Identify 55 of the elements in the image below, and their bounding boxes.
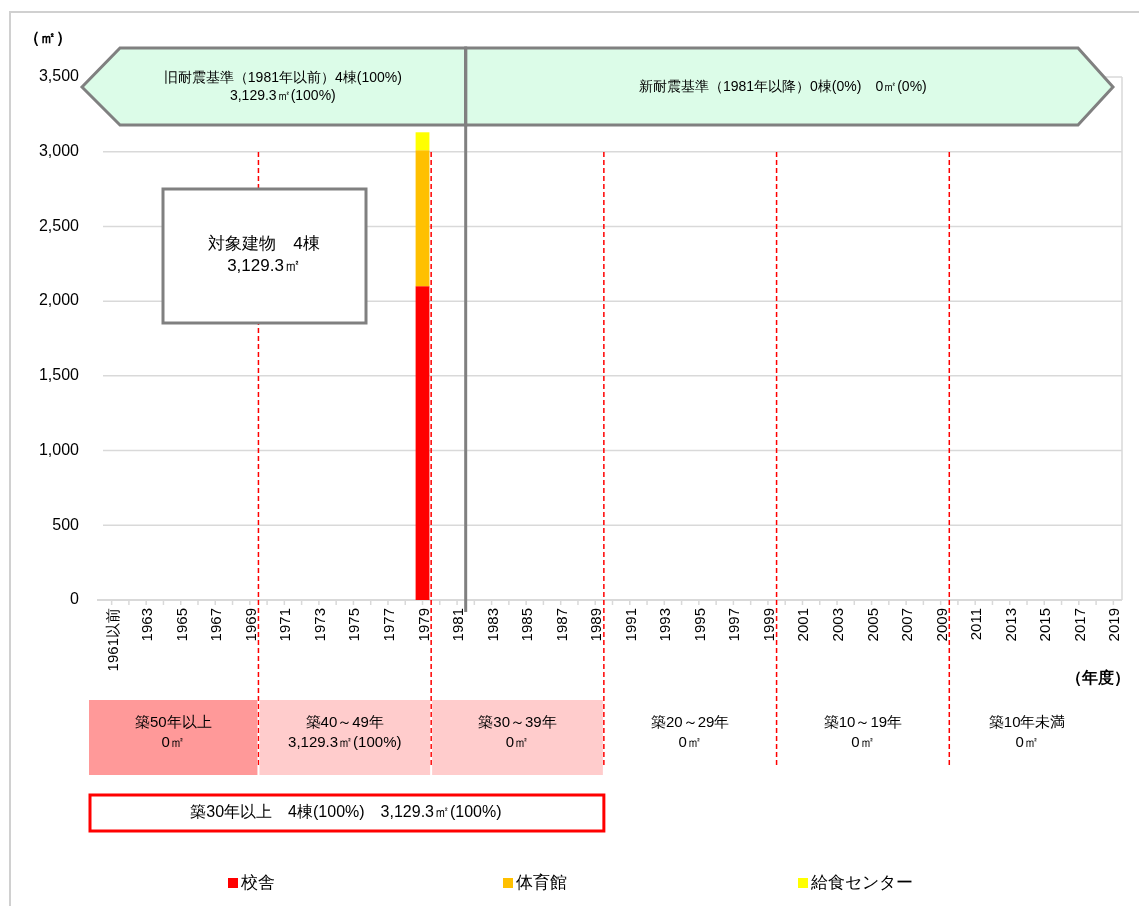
- text: 築50年以上 0㎡: [134, 712, 212, 751]
- x-tick-label: 1995: [690, 608, 708, 642]
- y-tick-label: 1,000: [38, 440, 80, 458]
- x-tick-label: 1987: [552, 608, 570, 642]
- x-tick-label: 2017: [1070, 608, 1088, 642]
- x-tick-label: 1969: [241, 608, 259, 642]
- x-tick-label: 1963: [138, 608, 156, 642]
- x-tick-label: 1975: [345, 608, 363, 642]
- x-tick-label: 1971: [276, 608, 294, 642]
- text: 築10～19年 0㎡: [823, 712, 903, 751]
- text: 築20～29年 0㎡: [651, 712, 730, 751]
- x-tick-label: 1965: [172, 608, 190, 642]
- y-tick-label: 1,500: [38, 366, 80, 384]
- text: 築30年以上 4棟(100%) 3,129.3㎡(100%): [190, 803, 502, 821]
- x-tick-label: 2001: [794, 608, 812, 642]
- y-tick-label: 3,500: [38, 67, 80, 85]
- x-tick-label: 1981: [449, 608, 467, 642]
- y-tick-label: 500: [52, 515, 80, 533]
- text: 築40～49年 3,129.3㎡(100%): [288, 712, 402, 751]
- annotation: 新耐震基準（1981年以降）0棟(0%) 0㎡(0%): [638, 77, 927, 94]
- x-tick-label: 1983: [483, 608, 501, 642]
- y-tick-label: 2,000: [38, 291, 80, 309]
- y-tick-label: 2,500: [38, 216, 80, 234]
- x-tick-label: 2013: [1001, 608, 1019, 642]
- annotation: 対象建物 4棟 3,129.3㎡: [208, 234, 320, 276]
- legend-label: 給食センター: [810, 873, 913, 893]
- text: 築10年未満 0㎡: [988, 712, 1066, 751]
- x-tick-label: 2019: [1105, 608, 1123, 642]
- y-tick-label: 0: [70, 590, 80, 608]
- legend-label: 校舎: [240, 873, 275, 893]
- x-tick-label: 1991: [621, 608, 639, 642]
- x-tick-label: 1993: [656, 608, 674, 642]
- x-tick-label: 1979: [414, 608, 432, 642]
- x-tick-label: 1997: [725, 608, 743, 642]
- x-tick-label: 2005: [863, 608, 881, 642]
- x-tick-label: 1985: [518, 608, 536, 642]
- y-tick-label: 3,000: [38, 141, 80, 159]
- x-tick-label: 1999: [759, 608, 777, 642]
- x-tick-label: 1961以前: [103, 608, 121, 672]
- text: 築30～39年 0㎡: [478, 712, 557, 751]
- bar: [415, 132, 430, 151]
- x-tick-label: 1989: [587, 608, 605, 642]
- x-tick-label: 1967: [207, 608, 225, 642]
- bar: [415, 150, 430, 287]
- annotation: 旧耐震基準（1981年以前）4棟(100%) 3,129.3㎡(100%): [163, 68, 402, 104]
- x-tick-label: 1973: [310, 608, 328, 642]
- x-tick-label: 2015: [1036, 608, 1054, 642]
- x-tick-label: 2003: [829, 608, 847, 642]
- x-tick-label: 2009: [932, 608, 950, 642]
- legend-label: 体育館: [516, 873, 567, 893]
- x-tick-label: 2011: [967, 608, 985, 641]
- x-tick-label: 2007: [898, 608, 916, 642]
- y-axis-title: （㎡）: [24, 29, 72, 47]
- x-axis-title: （年度）: [1066, 668, 1130, 687]
- x-tick-label: 1977: [379, 608, 397, 642]
